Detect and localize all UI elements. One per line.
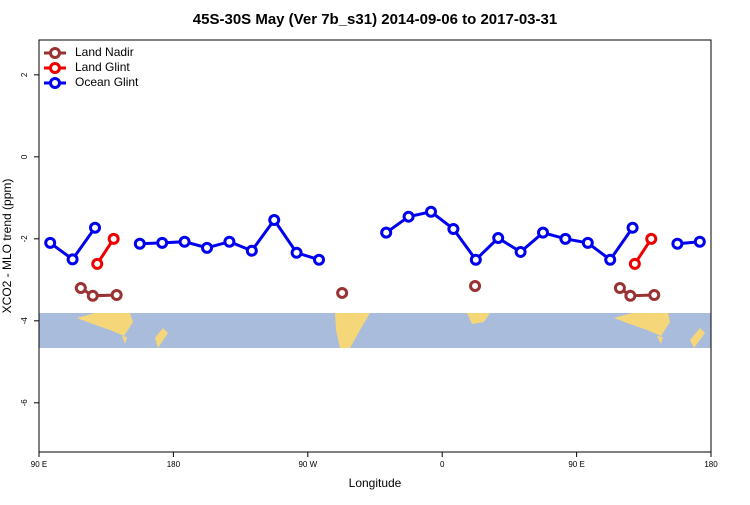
chart-title: 45S-30S May (Ver 7b_s31) 2014-09-06 to 2… bbox=[193, 11, 557, 28]
data-point bbox=[514, 245, 527, 258]
data-point bbox=[107, 232, 120, 245]
data-point bbox=[290, 246, 303, 259]
land bbox=[614, 313, 670, 336]
data-point bbox=[671, 237, 684, 250]
data-point bbox=[91, 257, 104, 270]
ocean-background bbox=[39, 313, 711, 348]
data-point bbox=[245, 244, 258, 257]
y-tick-label: 0 bbox=[20, 154, 29, 159]
legend-label: Land Glint bbox=[75, 60, 130, 74]
y-axis-label: XCO2 - MLO trend (ppm) bbox=[0, 179, 14, 314]
x-tick-label: 180 bbox=[704, 460, 718, 469]
y-tick-label: 2 bbox=[20, 72, 29, 77]
data-point bbox=[469, 253, 482, 266]
data-point bbox=[613, 282, 626, 295]
land bbox=[77, 313, 133, 336]
data-point bbox=[626, 221, 639, 234]
land bbox=[467, 313, 490, 324]
x-tick-label: 180 bbox=[167, 460, 181, 469]
y-tick-label: -6 bbox=[20, 399, 29, 407]
land bbox=[155, 328, 168, 348]
data-point bbox=[313, 253, 325, 266]
x-tick-label: 90 E bbox=[31, 460, 47, 469]
legend-label: Ocean Glint bbox=[75, 75, 139, 89]
data-point bbox=[201, 241, 213, 254]
data-point bbox=[336, 286, 349, 299]
data-point bbox=[268, 213, 281, 226]
legend-marker bbox=[49, 77, 61, 89]
data-point bbox=[648, 288, 661, 301]
data-point bbox=[74, 282, 87, 295]
land bbox=[657, 336, 663, 344]
data-point bbox=[156, 236, 169, 249]
data-point bbox=[178, 235, 191, 248]
data-point bbox=[223, 235, 236, 248]
data-point bbox=[645, 232, 658, 245]
series-line bbox=[385, 210, 634, 263]
legend-marker bbox=[49, 62, 61, 74]
data-point bbox=[425, 205, 437, 218]
plot-frame bbox=[38, 39, 712, 453]
data-point bbox=[380, 226, 393, 239]
data-point bbox=[86, 289, 99, 302]
data-point bbox=[133, 237, 146, 250]
data-point bbox=[66, 253, 79, 266]
y-tick-label: -4 bbox=[20, 317, 29, 325]
data-point bbox=[604, 253, 617, 266]
land bbox=[690, 328, 705, 348]
land bbox=[335, 313, 370, 348]
data-point bbox=[628, 257, 641, 270]
data-point bbox=[447, 222, 460, 235]
x-tick-label: 90 W bbox=[298, 460, 317, 469]
map-strip bbox=[39, 313, 711, 348]
legend-label: Land Nadir bbox=[75, 45, 134, 59]
data-point bbox=[537, 226, 549, 239]
data-point bbox=[624, 289, 637, 302]
data-point bbox=[559, 232, 572, 245]
data-point bbox=[110, 288, 123, 301]
legend-marker bbox=[49, 47, 61, 59]
data-point bbox=[402, 210, 415, 223]
data-point bbox=[492, 232, 505, 245]
data-point bbox=[693, 235, 706, 248]
data-point bbox=[44, 236, 57, 249]
x-tick-label: 0 bbox=[440, 460, 445, 469]
data-point bbox=[581, 236, 594, 249]
y-tick-label: -2 bbox=[20, 235, 29, 243]
x-tick-label: 90 E bbox=[568, 460, 584, 469]
data-point bbox=[89, 221, 101, 234]
data-point bbox=[469, 279, 482, 292]
land bbox=[122, 336, 127, 344]
x-axis-label: Longitude bbox=[349, 476, 402, 490]
